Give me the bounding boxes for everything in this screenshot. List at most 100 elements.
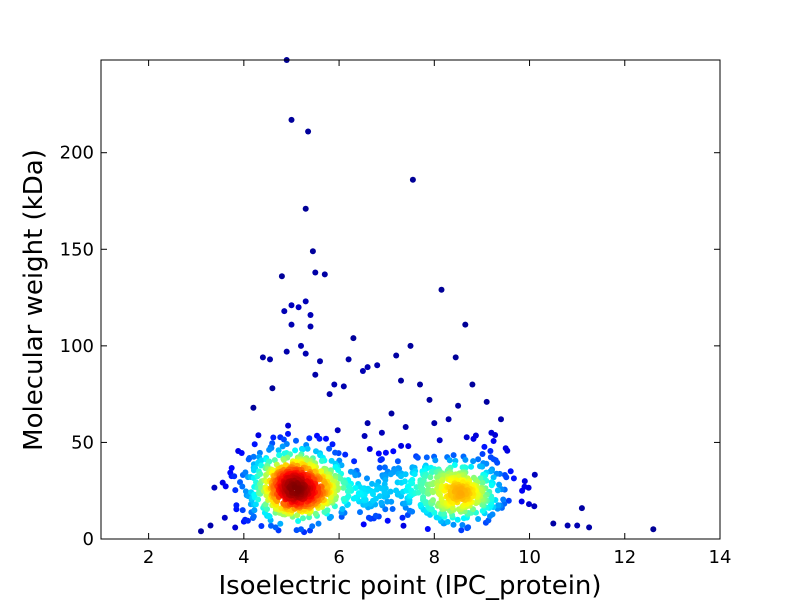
data-point <box>372 512 379 519</box>
data-point <box>500 496 507 503</box>
data-point <box>252 501 259 508</box>
data-point <box>258 523 265 529</box>
data-point <box>400 522 407 529</box>
data-point <box>384 517 391 524</box>
data-point <box>424 526 431 532</box>
data-point <box>452 354 459 361</box>
data-point <box>374 362 381 369</box>
data-point <box>239 483 246 490</box>
data-point <box>326 391 333 398</box>
data-point <box>326 445 333 452</box>
data-point <box>207 522 214 529</box>
data-point <box>519 487 526 494</box>
y-axis-label: Molecular weight (kDa) <box>19 149 49 451</box>
data-point <box>299 446 306 453</box>
data-point <box>498 416 504 423</box>
data-point <box>479 451 486 457</box>
data-point <box>293 437 299 444</box>
data-point <box>378 485 385 492</box>
data-point <box>436 437 443 444</box>
data-point <box>398 377 404 384</box>
y-tick-label: 100 <box>60 336 94 357</box>
data-point <box>257 471 264 477</box>
data-point <box>321 271 328 278</box>
data-point <box>342 451 349 458</box>
data-point <box>258 457 265 464</box>
data-point <box>389 506 396 512</box>
data-point <box>578 505 585 512</box>
data-point <box>298 342 304 349</box>
data-point <box>495 502 502 509</box>
data-point <box>344 488 351 495</box>
data-point <box>350 335 357 342</box>
data-point <box>470 458 477 465</box>
data-point <box>316 435 323 442</box>
data-point <box>422 499 429 505</box>
data-point <box>312 510 319 517</box>
data-point <box>405 443 412 450</box>
data-point <box>450 521 457 528</box>
data-point <box>401 478 408 485</box>
y-tick-label: 150 <box>60 239 94 260</box>
x-tick-label: 4 <box>238 547 249 568</box>
x-tick-label: 10 <box>518 547 541 568</box>
data-point <box>239 507 246 514</box>
data-point <box>378 429 385 436</box>
data-point <box>428 506 435 513</box>
data-point <box>312 371 319 378</box>
data-point <box>398 442 405 449</box>
data-point <box>285 430 291 437</box>
data-point <box>271 457 278 464</box>
data-point <box>468 463 475 470</box>
data-point <box>438 286 445 293</box>
data-point <box>369 480 375 487</box>
data-point <box>444 518 451 525</box>
data-point <box>270 434 277 441</box>
x-axis-label: Isoelectric point (IPC_protein) <box>218 571 601 600</box>
data-point <box>280 457 287 463</box>
data-point <box>387 488 394 495</box>
data-point <box>331 381 338 388</box>
data-point <box>266 446 273 453</box>
data-point <box>283 348 290 355</box>
data-point <box>479 507 486 514</box>
data-point <box>384 498 391 505</box>
data-point <box>489 511 496 518</box>
data-point <box>414 454 421 461</box>
data-point <box>411 471 418 478</box>
y-tick-label: 0 <box>83 529 94 550</box>
data-point <box>233 506 240 513</box>
data-point <box>294 512 301 519</box>
data-point <box>288 116 295 123</box>
data-point <box>352 472 359 479</box>
data-point <box>250 404 257 411</box>
data-point <box>251 507 258 514</box>
data-point <box>222 483 229 490</box>
x-tick-label: 8 <box>429 547 440 568</box>
data-point <box>387 471 394 478</box>
data-point <box>378 499 385 506</box>
data-point <box>309 523 316 530</box>
data-point <box>302 350 309 357</box>
data-point <box>366 446 373 452</box>
data-point <box>492 432 499 438</box>
data-point <box>232 487 239 494</box>
data-point <box>458 527 465 534</box>
data-point <box>409 480 416 487</box>
data-point <box>231 473 238 480</box>
data-point <box>479 479 486 486</box>
data-point <box>340 484 347 491</box>
data-point <box>228 465 235 471</box>
data-point <box>238 450 245 456</box>
data-point <box>398 473 404 480</box>
axis-ticks: 2 4 6 8 10 12 14 0 50 100 150 200 <box>60 60 731 568</box>
data-point <box>531 503 538 510</box>
data-point <box>295 304 302 311</box>
data-point <box>318 468 325 475</box>
data-point <box>233 502 240 509</box>
data-point <box>324 507 331 514</box>
data-point <box>302 205 309 212</box>
data-point <box>477 463 483 470</box>
data-point <box>393 352 400 359</box>
